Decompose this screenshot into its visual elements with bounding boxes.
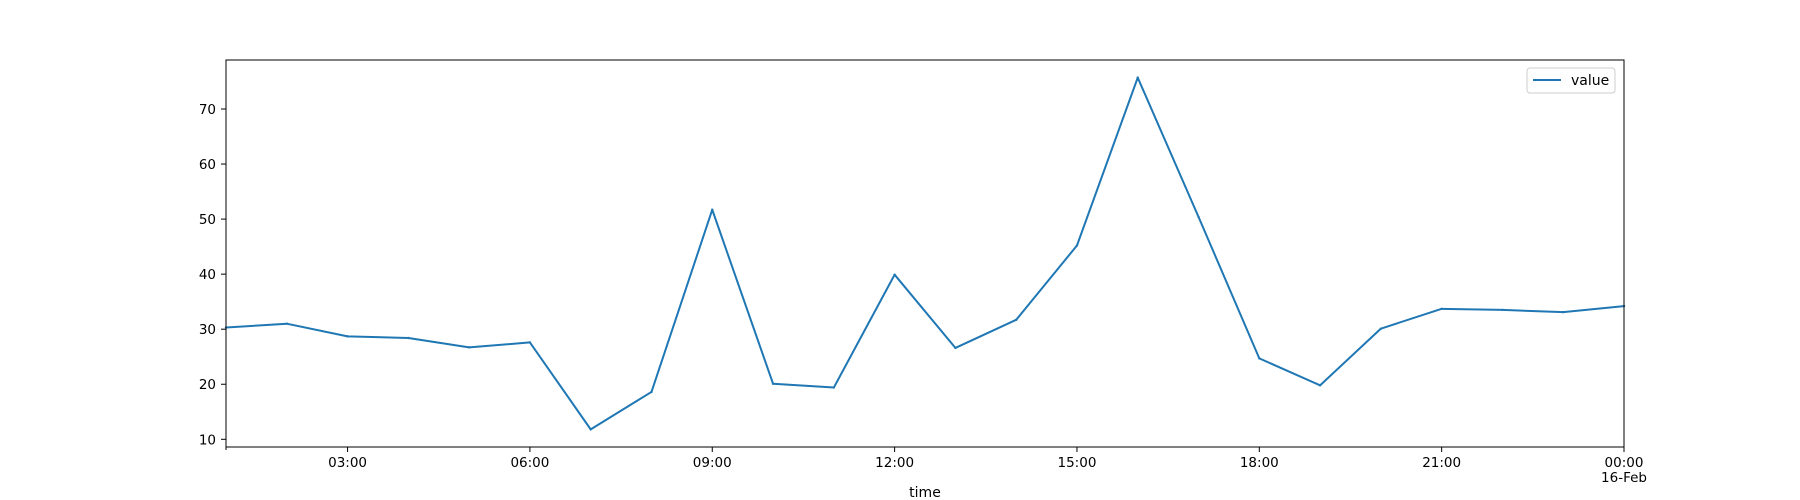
- data-point: [650, 390, 653, 394]
- data-point: [1501, 308, 1504, 312]
- x-tick-label: 09:00: [693, 455, 732, 471]
- data-point: [893, 273, 896, 276]
- data-point: [467, 346, 471, 349]
- data-point: [832, 386, 836, 389]
- x-tick-label: 18:00: [1240, 455, 1279, 471]
- plot-area: [224, 76, 1626, 431]
- data-point: [771, 382, 775, 385]
- legend-label-value: value: [1571, 73, 1609, 89]
- data-point: [589, 428, 592, 431]
- data-point: [1136, 76, 1139, 79]
- y-tick-label: 70: [199, 102, 216, 118]
- y-axis: 10 20 30 40 50 60 70: [199, 102, 226, 448]
- data-point: [1014, 318, 1018, 322]
- data-point: [1258, 357, 1261, 360]
- legend-box: [1526, 67, 1616, 94]
- data-point: [1318, 384, 1322, 387]
- x-tick-label: 03:00: [328, 455, 367, 471]
- data-point: [1379, 327, 1383, 330]
- data-point: [407, 336, 410, 340]
- data-point: [711, 208, 714, 211]
- data-point: [1562, 310, 1565, 314]
- y-tick-label: 50: [199, 212, 216, 228]
- data-points: [224, 76, 1626, 431]
- x-tick-label: 12:00: [875, 455, 914, 471]
- y-tick-label: 60: [199, 157, 216, 173]
- x-tick-label: 15:00: [1058, 455, 1097, 471]
- y-tick-label: 20: [199, 377, 216, 393]
- data-point: [954, 346, 957, 350]
- legend: value: [1526, 67, 1616, 94]
- axes-frame: [225, 59, 1625, 448]
- x-axis: 03:00 06:00 09:00 12:00 15:00 18:00 21:00 00:00…: [225, 447, 1647, 486]
- x-axis-label: time: [909, 485, 941, 500]
- data-point: [346, 335, 349, 338]
- data-point: [285, 322, 288, 325]
- x-tick-label: 21:00: [1422, 455, 1461, 471]
- x-tick-sublabel: 16-Feb: [1601, 470, 1647, 486]
- y-tick-label: 10: [199, 432, 216, 448]
- y-tick-label: 30: [199, 322, 216, 338]
- data-point: [528, 341, 532, 344]
- x-tick-label: 06:00: [510, 455, 549, 471]
- y-tick-label: 40: [199, 267, 216, 283]
- data-point: [1440, 307, 1443, 311]
- series-line-value: [225, 76, 1625, 431]
- x-tick-label: 00:00: [1605, 455, 1644, 471]
- data-point: [1075, 244, 1079, 247]
- data-point: [1197, 215, 1200, 219]
